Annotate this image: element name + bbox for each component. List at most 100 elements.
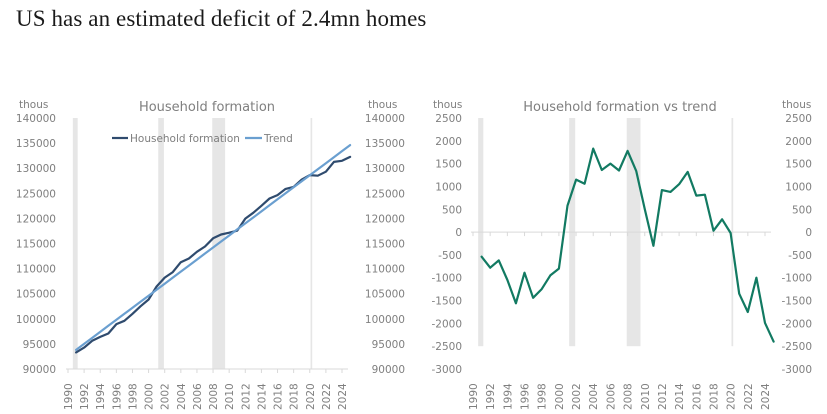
y-tick-label-left: 0: [455, 227, 462, 239]
y-tick-label-right: 140000: [365, 113, 405, 125]
y-unit-label-right: thous: [782, 99, 811, 111]
y-tick-label-right: -2500: [781, 341, 812, 353]
x-tick-label: 1990: [468, 383, 480, 410]
y-unit-label-left: thous: [19, 99, 48, 111]
x-tick-label: 2010: [640, 383, 652, 410]
y-tick-label-left: 500: [442, 204, 462, 216]
y-tick-label-left: 95000: [23, 339, 56, 351]
y-tick-label-right: 1500: [785, 159, 812, 171]
y-tick-label-right: -500: [788, 250, 812, 262]
y-tick-label-left: -2500: [431, 341, 462, 353]
x-tick-label: 2012: [657, 383, 669, 410]
x-tick-label: 2008: [623, 383, 635, 410]
x-tick-label: 2020: [305, 383, 317, 410]
x-tick-label: 1994: [95, 383, 107, 410]
y-tick-label-right: 120000: [365, 213, 405, 225]
y-tick-label-left: -1000: [431, 273, 462, 285]
y-tick-label-right: 105000: [365, 289, 405, 301]
y-tick-label-left: 110000: [16, 264, 56, 276]
y-tick-label-right: -1000: [781, 273, 812, 285]
y-tick-label-left: 120000: [16, 213, 56, 225]
y-tick-label-left: -500: [438, 250, 462, 262]
y-unit-label-left: thous: [433, 99, 462, 111]
x-tick-label: 1996: [520, 383, 532, 410]
y-tick-label-right: 95000: [372, 339, 405, 351]
x-tick-label: 2014: [256, 383, 268, 410]
x-tick-label: 2010: [224, 383, 236, 410]
chart-title: Household formation vs trend: [523, 100, 716, 115]
x-tick-label: 1996: [111, 383, 123, 410]
x-tick-label: 2006: [605, 383, 617, 410]
y-tick-label-left: 1500: [435, 159, 462, 171]
x-tick-label: 2016: [273, 383, 285, 410]
x-tick-label: 2000: [144, 383, 156, 410]
y-tick-label-right: 2000: [785, 136, 812, 148]
x-tick-label: 2020: [726, 383, 738, 410]
y-tick-label-left: 90000: [23, 364, 56, 376]
legend-label-trend: Trend: [263, 133, 293, 145]
y-tick-label-right: -3000: [781, 364, 812, 376]
chart-title: Household formation: [139, 100, 275, 115]
series-line-trend: [74, 144, 352, 351]
y-tick-label-left: 1000: [435, 181, 462, 193]
page-title: US has an estimated deficit of 2.4mn hom…: [16, 6, 427, 31]
y-tick-label-left: 2000: [435, 136, 462, 148]
x-tick-label: 2006: [192, 383, 204, 410]
x-tick-label: 2022: [321, 383, 333, 410]
x-tick-label: 2024: [760, 383, 772, 410]
recession-band: [72, 118, 78, 369]
y-tick-label-left: -1500: [431, 296, 462, 308]
x-tick-label: 2000: [554, 383, 566, 410]
y-tick-label-right: 135000: [365, 138, 405, 150]
y-tick-label-left: 130000: [16, 163, 56, 175]
y-tick-label-right: 1000: [785, 181, 812, 193]
legend-label-household-formation: Household formation: [130, 133, 240, 145]
household-formation-vs-trend-chart: 1990 1992 1994 1996 1998 2000 2002 2004 2006 2008…: [431, 99, 812, 410]
y-tick-label-left: 2500: [435, 113, 462, 125]
y-tick-label-right: 500: [792, 204, 812, 216]
x-tick-label: 2004: [176, 383, 188, 410]
y-tick-label-right: -2000: [781, 318, 812, 330]
series-line-household-formation-vs-trend: [480, 147, 775, 343]
x-tick-label: 2022: [743, 383, 755, 410]
recession-band: [158, 118, 164, 369]
x-tick-label: 1990: [63, 383, 75, 410]
x-tick-label: 1992: [485, 383, 497, 410]
x-tick-label: 1994: [502, 383, 514, 410]
x-tick-label: 2016: [691, 383, 703, 410]
y-tick-label-left: -3000: [431, 364, 462, 376]
y-tick-label-left: 100000: [16, 314, 56, 326]
y-tick-label-right: 0: [805, 227, 812, 239]
household-formation-chart: 1990 1992 1994 1996 1998 2000 2002 2004 2006 2008…: [16, 99, 405, 410]
y-tick-label-right: 115000: [365, 239, 405, 251]
y-tick-label-left: 140000: [16, 113, 56, 125]
x-tick-label: 1992: [79, 383, 91, 410]
y-tick-label-left: 115000: [16, 239, 56, 251]
y-tick-label-left: 125000: [16, 188, 56, 200]
y-tick-label-right: 90000: [372, 364, 405, 376]
x-tick-label: 2002: [571, 383, 583, 410]
x-tick-label: 1998: [537, 383, 549, 410]
y-tick-label-right: -1500: [781, 296, 812, 308]
y-tick-label-right: 2500: [785, 113, 812, 125]
legend: Household formation Trend: [112, 133, 293, 145]
y-tick-label-right: 125000: [365, 188, 405, 200]
x-tick-label: 2014: [674, 383, 686, 410]
x-tick-label: 2008: [208, 383, 220, 410]
y-tick-label-right: 100000: [365, 314, 405, 326]
x-tick-label: 2018: [708, 383, 720, 410]
x-tick-label: 2024: [337, 383, 349, 410]
x-tick-label: 2012: [240, 383, 252, 410]
y-tick-label-left: 135000: [16, 138, 56, 150]
x-tick-label: 2004: [588, 383, 600, 410]
y-tick-label-left: -2000: [431, 318, 462, 330]
recession-band: [310, 118, 313, 369]
y-tick-label-right: 130000: [365, 163, 405, 175]
x-tick-label: 2018: [289, 383, 301, 410]
y-tick-label-left: 105000: [16, 289, 56, 301]
x-tick-label: 1998: [127, 383, 139, 410]
y-tick-label-right: 110000: [365, 264, 405, 276]
y-unit-label-right: thous: [368, 99, 397, 111]
x-tick-label: 2002: [160, 383, 172, 410]
